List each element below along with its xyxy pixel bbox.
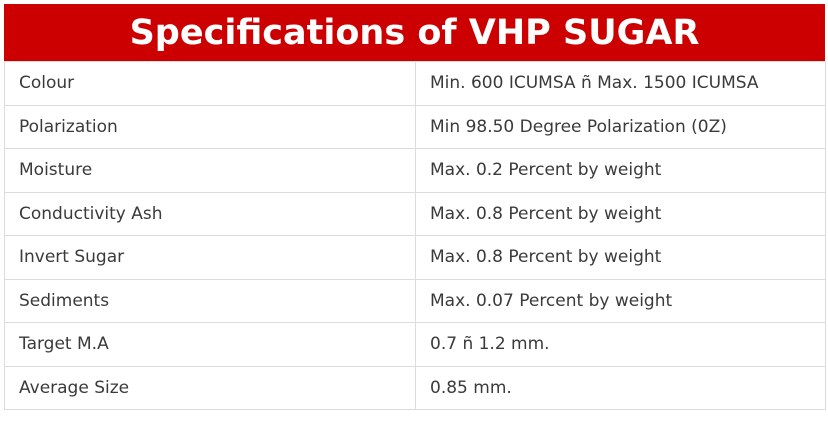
spec-value: Min. 600 ICUMSA ñ Max. 1500 ICUMSA	[415, 61, 826, 106]
spec-label: Average Size	[4, 365, 416, 410]
spec-label: Conductivity Ash	[4, 191, 416, 236]
spec-label: Colour	[4, 61, 416, 106]
spec-table: Colour Min. 600 ICUMSA ñ Max. 1500 ICUMS…	[4, 61, 826, 410]
spec-value: Min 98.50 Degree Polarization (0Z)	[415, 104, 826, 149]
table-row: Target M.A 0.7 ñ 1.2 mm.	[4, 322, 826, 367]
table-row: Invert Sugar Max. 0.8 Percent by weight	[4, 235, 826, 280]
spec-label: Target M.A	[4, 322, 416, 367]
spec-value: 0.85 mm.	[415, 365, 826, 410]
spec-label: Sediments	[4, 278, 416, 323]
table-row: Moisture Max. 0.2 Percent by weight	[4, 148, 826, 193]
spec-label: Moisture	[4, 148, 416, 193]
spec-value: Max. 0.8 Percent by weight	[415, 235, 826, 280]
spec-label: Invert Sugar	[4, 235, 416, 280]
table-row: Conductivity Ash Max. 0.8 Percent by wei…	[4, 191, 826, 236]
spec-value: Max. 0.8 Percent by weight	[415, 191, 826, 236]
table-row: Sediments Max. 0.07 Percent by weight	[4, 278, 826, 323]
table-row: Colour Min. 600 ICUMSA ñ Max. 1500 ICUMS…	[4, 61, 826, 106]
spec-value: 0.7 ñ 1.2 mm.	[415, 322, 826, 367]
spec-value: Max. 0.07 Percent by weight	[415, 278, 826, 323]
spec-label: Polarization	[4, 104, 416, 149]
spec-value: Max. 0.2 Percent by weight	[415, 148, 826, 193]
table-title: Specifications of VHP SUGAR	[4, 4, 825, 61]
table-row: Polarization Min 98.50 Degree Polarizati…	[4, 104, 826, 149]
table-row: Average Size 0.85 mm.	[4, 365, 826, 410]
spec-table-container: Specifications of VHP SUGAR Colour Min. …	[4, 4, 826, 418]
